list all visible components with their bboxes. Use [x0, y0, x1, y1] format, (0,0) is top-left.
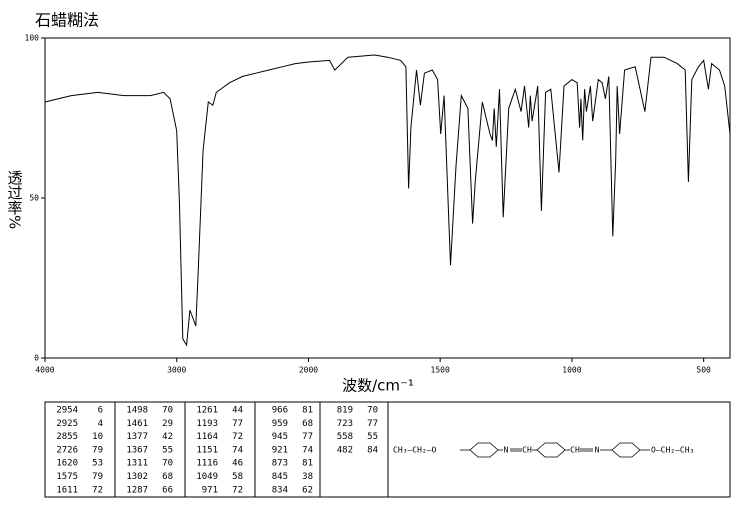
y-tick-label: 100 — [25, 34, 40, 43]
peak-transmittance: 68 — [162, 472, 173, 482]
peak-wavenumber: 819 — [337, 406, 353, 416]
x-tick-label: 500 — [696, 366, 711, 375]
peak-wavenumber: 482 — [337, 445, 353, 455]
peak-transmittance: 4 — [98, 419, 103, 429]
y-tick-label: 50 — [29, 194, 39, 203]
peak-transmittance: 68 — [302, 419, 313, 429]
peak-transmittance: 55 — [162, 445, 173, 455]
peak-transmittance: 84 — [367, 445, 378, 455]
structure-label: CH — [570, 446, 580, 455]
peak-transmittance: 46 — [232, 459, 243, 469]
peak-wavenumber: 1377 — [126, 432, 148, 442]
peak-transmittance: 62 — [302, 485, 313, 495]
peak-wavenumber: 1116 — [196, 459, 218, 469]
peak-wavenumber: 845 — [272, 472, 288, 482]
peak-wavenumber: 723 — [337, 419, 353, 429]
ring — [536, 442, 566, 458]
peak-transmittance: 77 — [232, 419, 243, 429]
structure-label: CH₃—CH₂—O — [393, 446, 437, 455]
spectrum-line — [44, 54, 731, 347]
chart-title: 石蜡糊法 — [35, 11, 99, 30]
peak-transmittance: 55 — [367, 432, 378, 442]
peak-wavenumber: 1164 — [196, 432, 218, 442]
peak-transmittance: 6 — [98, 406, 103, 416]
peak-transmittance: 74 — [302, 445, 313, 455]
table-columns: 2954 6 2925 4 2855 10 2726 79 1620 53 1575 79 1611 72… — [56, 402, 378, 497]
peak-transmittance: 77 — [302, 432, 313, 442]
peak-wavenumber: 558 — [337, 432, 353, 442]
peak-wavenumber: 1461 — [126, 419, 148, 429]
peak-transmittance: 70 — [162, 459, 173, 469]
peak-transmittance: 70 — [367, 406, 378, 416]
plot-frame — [44, 37, 731, 359]
peak-wavenumber: 1311 — [126, 459, 148, 469]
peak-transmittance: 44 — [232, 406, 243, 416]
peak-wavenumber: 2925 — [56, 419, 78, 429]
peak-wavenumber: 921 — [272, 445, 288, 455]
peak-wavenumber: 1611 — [56, 485, 78, 495]
peak-wavenumber: 1498 — [126, 406, 148, 416]
peak-transmittance: 72 — [232, 485, 243, 495]
peak-wavenumber: 1367 — [126, 445, 148, 455]
peak-transmittance: 53 — [92, 459, 103, 469]
peak-wavenumber: 1287 — [126, 485, 148, 495]
peak-wavenumber: 2726 — [56, 445, 78, 455]
peak-wavenumber: 834 — [272, 485, 288, 495]
peak-transmittance: 72 — [92, 485, 103, 495]
peak-transmittance: 72 — [232, 432, 243, 442]
x-tick-label: 1000 — [562, 366, 581, 375]
peak-transmittance: 79 — [92, 445, 103, 455]
structure-drawing — [460, 442, 650, 458]
peak-wavenumber: 2954 — [56, 406, 78, 416]
peak-wavenumber: 1261 — [196, 406, 218, 416]
peak-wavenumber: 1193 — [196, 419, 218, 429]
peak-transmittance: 77 — [367, 419, 378, 429]
x-tick-label: 4000 — [35, 366, 54, 375]
peak-wavenumber: 1049 — [196, 472, 218, 482]
peak-transmittance: 74 — [232, 445, 243, 455]
peak-wavenumber: 2855 — [56, 432, 78, 442]
peak-transmittance: 42 — [162, 432, 173, 442]
peak-wavenumber: 1302 — [126, 472, 148, 482]
x-tick-label: 2000 — [299, 366, 318, 375]
peak-transmittance: 66 — [162, 485, 173, 495]
peak-transmittance: 81 — [302, 459, 313, 469]
x-axis-label: 波数/cm⁻¹ — [342, 377, 414, 395]
structure-label: N — [504, 446, 509, 455]
peak-transmittance: 79 — [92, 472, 103, 482]
x-tick-label: 1500 — [431, 366, 450, 375]
structure-label: CH — [522, 446, 532, 455]
peak-wavenumber: 966 — [272, 406, 288, 416]
y-axis-label: 透过率% — [6, 170, 24, 229]
peak-wavenumber: 873 — [272, 459, 288, 469]
peak-transmittance: 38 — [302, 472, 313, 482]
peak-wavenumber: 959 — [272, 419, 288, 429]
ring — [611, 442, 641, 458]
y-tick-label: 0 — [34, 354, 39, 363]
structure-label: O—CH₂—CH₃ — [651, 446, 694, 455]
structure-label: N — [595, 446, 600, 455]
peak-wavenumber: 1620 — [56, 459, 78, 469]
peak-wavenumber: 971 — [202, 485, 218, 495]
peak-transmittance: 10 — [92, 432, 103, 442]
peak-transmittance: 81 — [302, 406, 313, 416]
peak-wavenumber: 1575 — [56, 472, 78, 482]
ring — [469, 442, 499, 458]
peak-wavenumber: 1151 — [196, 445, 218, 455]
peak-transmittance: 70 — [162, 406, 173, 416]
peak-wavenumber: 945 — [272, 432, 288, 442]
peak-transmittance: 58 — [232, 472, 243, 482]
peak-transmittance: 29 — [162, 419, 173, 429]
x-tick-label: 3000 — [167, 366, 186, 375]
